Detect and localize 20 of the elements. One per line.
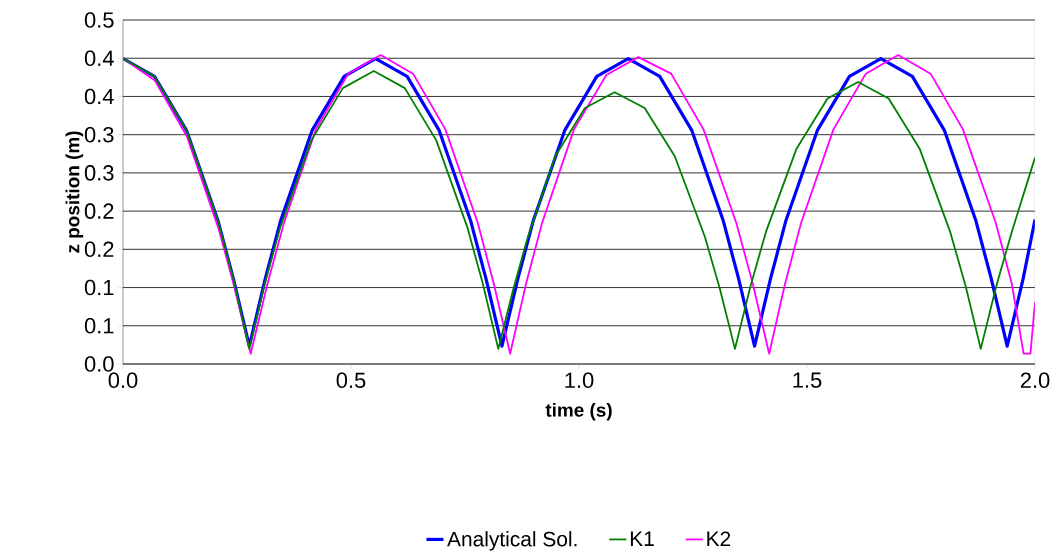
y-tick-label: 0.1: [84, 317, 114, 334]
x-tick-label: 0.5: [336, 372, 366, 389]
y-tick-label: 0.2: [84, 203, 114, 219]
legend-label: Analytical Sol.: [447, 531, 577, 551]
y-tick-label: 0.1: [84, 279, 114, 296]
y-axis-title: z position (m): [65, 131, 84, 253]
x-tick-label: 1.0: [565, 372, 594, 389]
x-tick-label: 1.5: [793, 372, 822, 388]
y-tick-label: 0.3: [84, 165, 114, 181]
y-tick-label: 0.2: [84, 241, 114, 258]
y-tick-label: 0.0: [84, 356, 114, 372]
x-axis-title: time (s): [545, 402, 612, 421]
x-tick-label: 2.0: [1020, 372, 1050, 389]
y-tick-label: 0.5: [84, 12, 114, 28]
y-tick-label: 0.4: [84, 50, 114, 67]
legend-label: K1: [630, 531, 654, 546]
x-tick-label: 0.0: [108, 372, 138, 389]
y-tick-label: 0.3: [84, 126, 114, 143]
legend-label: K2: [707, 531, 731, 546]
y-tick-label: 0.4: [84, 88, 114, 105]
